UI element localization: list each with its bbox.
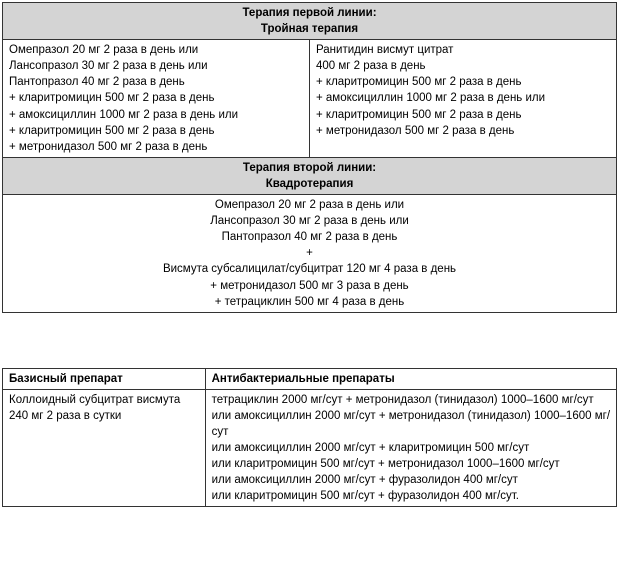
drugs-table: Базисный препарат Антибактериальные преп… — [2, 368, 617, 508]
quadrotherapy-block: Омепразол 20 мг 2 раза в день илиЛансопр… — [3, 195, 617, 313]
therapy-table: Терапия первой линии: Тройная терапия Ом… — [2, 2, 617, 313]
antibacterial-body: тетрациклин 2000 мг/сут + метронидазол (… — [205, 389, 616, 507]
second-line-header-l1: Терапия второй линии: — [9, 160, 610, 176]
first-line-header: Терапия первой линии: Тройная терапия — [3, 3, 617, 40]
second-line-header: Терапия второй линии: Квадротерапия — [3, 157, 617, 194]
triple-therapy-right: Ранитидин висмут цитрат400 мг 2 раза в д… — [310, 40, 617, 158]
spacer — [2, 313, 617, 368]
basic-drug-body: Коллоидный субцитрат висмута240 мг 2 раз… — [3, 389, 206, 507]
basic-drug-header: Базисный препарат — [3, 368, 206, 389]
second-line-header-l2: Квадротерапия — [9, 176, 610, 192]
first-line-header-l2: Тройная терапия — [9, 21, 610, 37]
first-line-header-l1: Терапия первой линии: — [9, 5, 610, 21]
triple-therapy-left: Омепразол 20 мг 2 раза в день илиЛансопр… — [3, 40, 310, 158]
antibacterial-header: Антибактериальные препараты — [205, 368, 616, 389]
